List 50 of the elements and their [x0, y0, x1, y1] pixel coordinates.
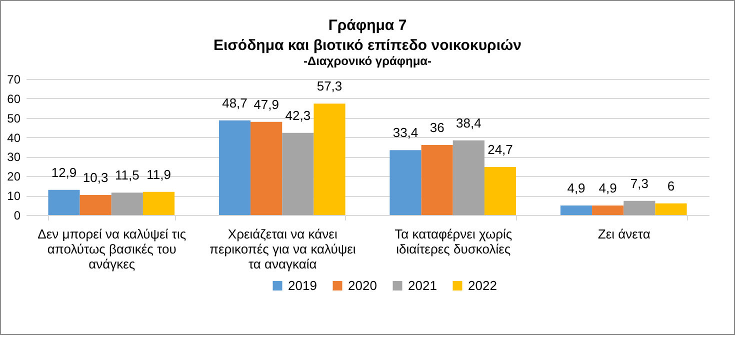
data-label: 38,4: [456, 115, 482, 130]
y-tick-label: 50: [7, 111, 21, 126]
y-tick-label: 10: [7, 189, 21, 204]
data-label: 4,9: [598, 180, 617, 196]
data-label: 6: [667, 178, 675, 194]
legend-label: 2019: [288, 278, 317, 293]
y-tick-label: 30: [7, 150, 21, 164]
data-label: 11,5: [114, 168, 140, 183]
y-tick-label: 40: [7, 130, 21, 145]
data-label: 24,7: [488, 142, 513, 158]
data-label: 48,7: [222, 95, 248, 110]
bar: [560, 205, 592, 215]
bar: [314, 104, 346, 215]
data-label: 12,9: [51, 164, 77, 180]
bar: [484, 167, 516, 215]
bar: [80, 194, 112, 215]
legend-label: 2021: [408, 278, 437, 293]
y-tick-label: 20: [7, 170, 21, 184]
bar: [390, 150, 422, 215]
data-label: 36: [430, 120, 444, 136]
bar: [282, 132, 314, 215]
data-label: 57,3: [316, 78, 342, 94]
bar: [250, 122, 282, 215]
data-label: 10,3: [82, 170, 108, 185]
y-tick-label: 70: [7, 72, 21, 86]
bar: [111, 192, 143, 215]
data-label: 47,9: [254, 96, 279, 112]
bar: [452, 140, 484, 215]
legend-label: 2022: [468, 278, 497, 293]
data-label: 42,3: [285, 108, 311, 123]
x-tick-label: Ζει άνετα: [598, 226, 651, 242]
data-label: 4,9: [567, 180, 586, 196]
chart-title: Γράφημα 7 Εισόδημα και βιοτικό επίπεδο νοικοκυριών: [213, 17, 522, 54]
bar: [48, 190, 80, 215]
y-tick-label: 60: [7, 92, 21, 106]
legend-label: 2020: [348, 278, 377, 293]
bar: [142, 192, 175, 215]
chart-subtitle: -Διαχρονικό γράφημα-: [303, 54, 432, 68]
bar: [592, 205, 624, 215]
bar: [421, 145, 453, 215]
x-tick-label: Χρειάζεται να κάνει περικοπές για να καλύψει τα αναγκαία: [209, 226, 356, 272]
bar: [624, 200, 656, 215]
x-tick-label: Τα καταφέρνει χωρίς ιδιαίτερες δυσκολίες: [394, 226, 512, 256]
y-tick-label: 0: [14, 208, 21, 222]
data-label: 7,3: [630, 176, 648, 191]
bar: [218, 120, 251, 215]
data-label: 33,4: [392, 125, 418, 140]
bar: [655, 203, 687, 215]
x-tick-label: Δεν μπορεί να καλύψεί τις απολύτως βασικές του ανάγκες: [38, 226, 186, 272]
data-label: 11,9: [146, 166, 171, 182]
